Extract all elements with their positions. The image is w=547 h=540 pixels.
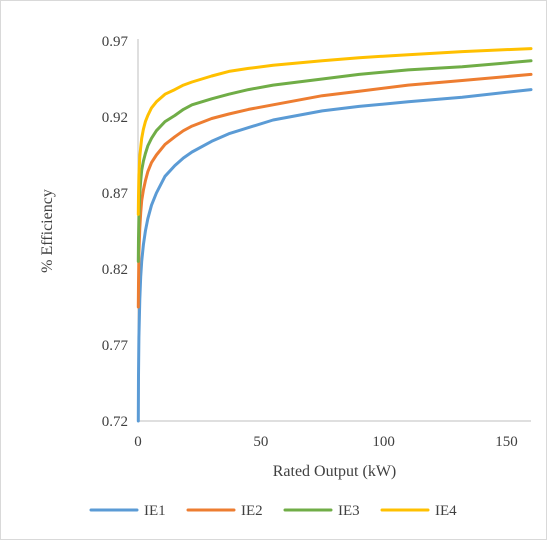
x-tick-label: 50 bbox=[253, 434, 268, 450]
series-line-ie3 bbox=[136, 59, 533, 263]
legend-label-ie2: IE2 bbox=[241, 503, 263, 519]
x-tick-label: 0 bbox=[134, 434, 142, 450]
series-line-ie4 bbox=[136, 47, 533, 216]
series-line-ie2 bbox=[136, 72, 533, 309]
x-axis-title: Rated Output (kW) bbox=[273, 463, 397, 480]
legend-label-ie3: IE3 bbox=[338, 503, 360, 519]
x-axis-ticks: 0 50 100 150 bbox=[134, 434, 517, 450]
y-tick-label: 0.72 bbox=[102, 414, 128, 430]
y-tick-label: 0.87 bbox=[102, 186, 129, 202]
y-tick-label: 0.82 bbox=[102, 262, 128, 278]
y-tick-label: 0.92 bbox=[102, 110, 128, 126]
legend-label-ie1: IE1 bbox=[144, 503, 166, 519]
x-tick-label: 150 bbox=[495, 434, 518, 450]
legend: IE1 IE2 IE3 IE4 bbox=[89, 503, 457, 519]
y-axis-ticks: 0.72 0.77 0.82 0.87 0.92 0.97 bbox=[102, 34, 129, 430]
series-lines bbox=[136, 47, 533, 423]
series-line-ie1 bbox=[136, 88, 533, 423]
legend-label-ie4: IE4 bbox=[435, 503, 457, 519]
x-tick-label: 100 bbox=[372, 434, 395, 450]
y-axis-title: % Efficiency bbox=[39, 189, 56, 273]
y-tick-label: 0.97 bbox=[102, 34, 129, 50]
y-tick-label: 0.77 bbox=[102, 338, 129, 354]
